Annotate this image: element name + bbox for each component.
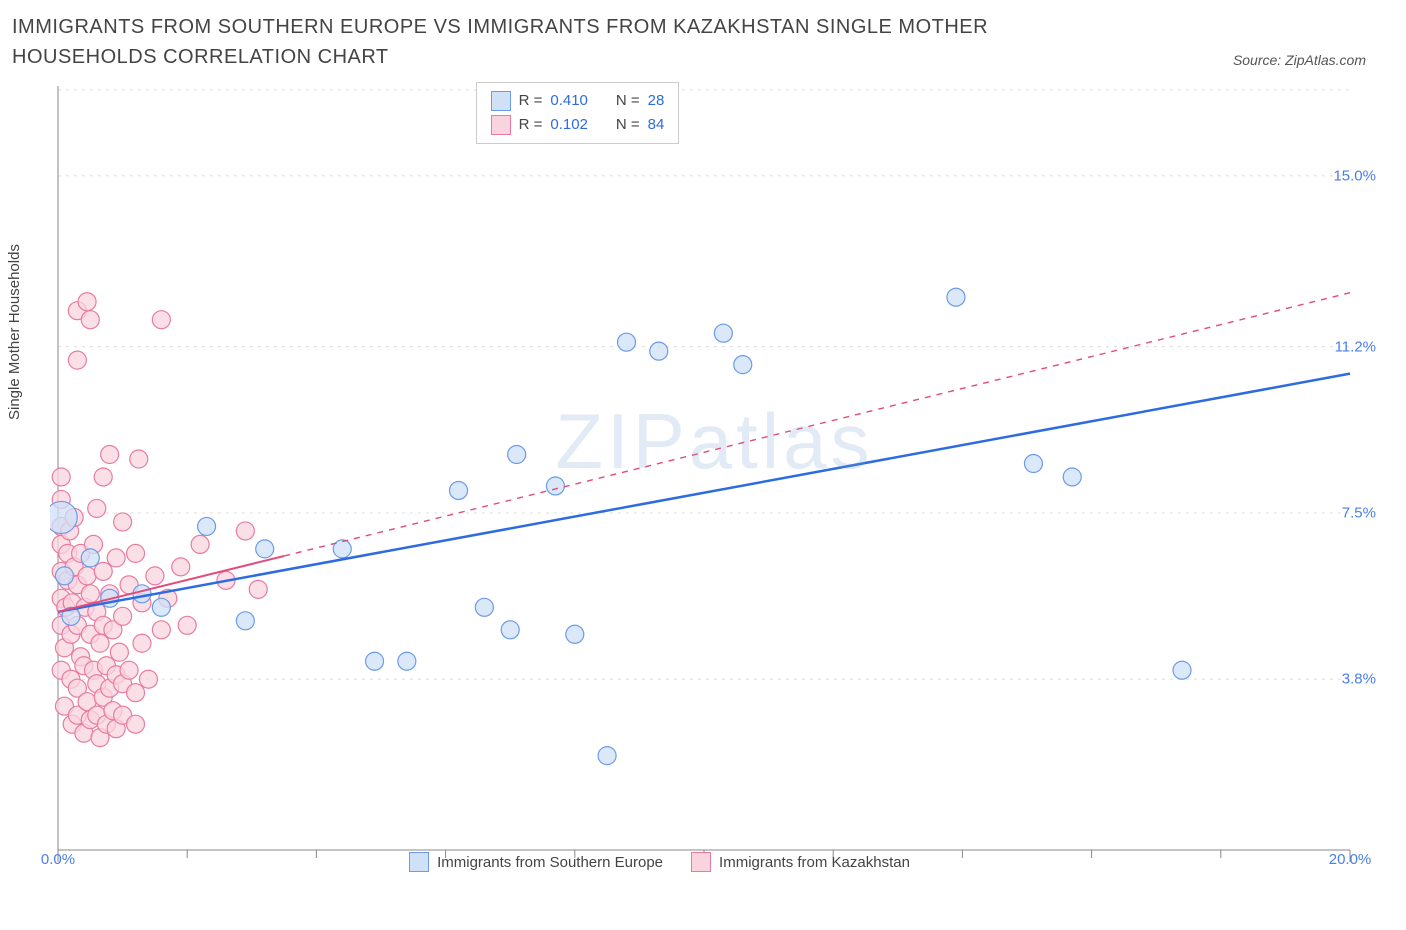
series-legend: Immigrants from Southern Europe Immigrant… <box>409 852 910 872</box>
r-value: 0.410 <box>550 89 588 113</box>
y-tick-label: 7.5% <box>1342 504 1376 521</box>
southern-europe-point <box>508 446 526 464</box>
kazakhstan-point <box>101 446 119 464</box>
legend-swatch <box>491 115 511 135</box>
southern-europe-point <box>947 288 965 306</box>
southern-europe-point <box>152 598 170 616</box>
kazakhstan-point <box>91 634 109 652</box>
n-value: 84 <box>648 113 665 137</box>
southern-europe-point <box>1024 455 1042 473</box>
kazakhstan-point <box>133 634 151 652</box>
series-legend-item: Immigrants from Kazakhstan <box>691 852 910 872</box>
kazakhstan-point <box>152 621 170 639</box>
kazakhstan-point <box>139 670 157 688</box>
southern-europe-point <box>566 625 584 643</box>
kazakhstan-point <box>52 468 70 486</box>
x-tick-label: 0.0% <box>41 851 75 868</box>
kazakhstan-point <box>191 535 209 553</box>
legend-label: Immigrants from Southern Europe <box>437 854 663 871</box>
kazakhstan-point <box>146 567 164 585</box>
kazakhstan-point <box>120 661 138 679</box>
southern-europe-point <box>55 567 73 585</box>
y-axis-label: Single Mother Households <box>6 244 23 420</box>
legend-swatch <box>691 852 711 872</box>
stats-legend-box: R = 0.410 N = 28 R = 0.102 N = 84 <box>476 82 680 144</box>
source-prefix: Source: <box>1233 52 1285 68</box>
y-tick-label: 11.2% <box>1335 338 1376 355</box>
southern-europe-point <box>1063 468 1081 486</box>
kazakhstan-point <box>94 468 112 486</box>
stats-legend-row: R = 0.410 N = 28 <box>491 89 665 113</box>
r-label: R = <box>519 113 543 137</box>
r-label: R = <box>519 89 543 113</box>
southern-europe-point <box>256 540 274 558</box>
x-tick-label: 20.0% <box>1329 851 1372 868</box>
y-tick-label: 3.8% <box>1342 671 1376 688</box>
y-tick-label: 15.0% <box>1333 167 1376 184</box>
scatter-chart-svg <box>50 80 1380 870</box>
kazakhstan-point <box>127 544 145 562</box>
southern-europe-point <box>475 598 493 616</box>
header-row: IMMIGRANTS FROM SOUTHERN EUROPE VS IMMIG… <box>0 0 1406 72</box>
r-value: 0.102 <box>550 113 588 137</box>
plot-area: ZIPatlas R = 0.410N = 28R = 0.102N = 84 … <box>50 80 1380 870</box>
southern-europe-point <box>133 585 151 603</box>
southern-europe-point <box>546 477 564 495</box>
kazakhstan-point <box>130 450 148 468</box>
kazakhstan-point <box>81 585 99 603</box>
southern-europe-point <box>501 621 519 639</box>
kazakhstan-point <box>152 311 170 329</box>
kazakhstan-point <box>78 293 96 311</box>
southern-europe-point <box>236 612 254 630</box>
kazakhstan-point <box>178 616 196 634</box>
legend-label: Immigrants from Kazakhstan <box>719 854 910 871</box>
kazakhstan-point <box>68 351 86 369</box>
kazakhstan-point <box>236 522 254 540</box>
kazakhstan-point <box>81 311 99 329</box>
kazakhstan-point <box>172 558 190 576</box>
kazakhstan-point <box>110 643 128 661</box>
chart-title: IMMIGRANTS FROM SOUTHERN EUROPE VS IMMIG… <box>12 12 1112 72</box>
chart-container: IMMIGRANTS FROM SOUTHERN EUROPE VS IMMIG… <box>0 0 1406 930</box>
kazakhstan-point <box>114 513 132 531</box>
series-legend-item: Immigrants from Southern Europe <box>409 852 663 872</box>
kazakhstan-point <box>94 562 112 580</box>
stats-legend-row: R = 0.102 N = 84 <box>491 113 665 137</box>
n-label: N = <box>616 89 640 113</box>
southern-europe-point <box>198 517 216 535</box>
legend-swatch <box>491 91 511 111</box>
southern-europe-point <box>598 747 616 765</box>
southern-europe-point <box>734 356 752 374</box>
southern-europe-point <box>366 652 384 670</box>
southern-europe-point <box>1173 661 1191 679</box>
legend-swatch <box>409 852 429 872</box>
southern-europe-point <box>398 652 416 670</box>
kazakhstan-point <box>249 580 267 598</box>
source-name: ZipAtlas.com <box>1285 52 1366 68</box>
kazakhstan-point <box>107 549 125 567</box>
n-label: N = <box>616 113 640 137</box>
n-value: 28 <box>648 89 665 113</box>
kazakhstan-point <box>127 715 145 733</box>
kazakhstan-point <box>127 684 145 702</box>
southern-europe-point <box>450 481 468 499</box>
southern-europe-point <box>714 324 732 342</box>
southern-europe-point <box>650 342 668 360</box>
southern-europe-point <box>81 549 99 567</box>
kazakhstan-point <box>78 567 96 585</box>
kazakhstan-point <box>88 499 106 517</box>
southern-europe-point <box>617 333 635 351</box>
source-attribution: Source: ZipAtlas.com <box>1233 52 1366 72</box>
kazakhstan-trendline-dashed <box>284 293 1350 556</box>
southern-europe-trendline <box>58 374 1350 612</box>
kazakhstan-point <box>114 607 132 625</box>
southern-europe-point <box>50 501 77 533</box>
